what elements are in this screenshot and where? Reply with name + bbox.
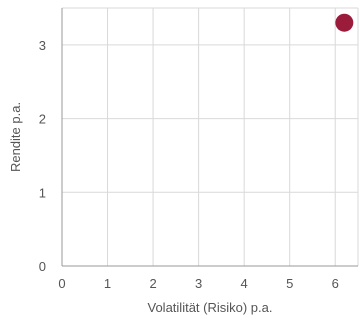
x-tick-label-6: 6	[332, 276, 339, 291]
x-tick-label-0: 0	[58, 276, 65, 291]
x-tick-label-2: 2	[149, 276, 156, 291]
y-tick-label-1: 1	[39, 185, 46, 200]
x-tick-labels: 0 1 2 3 4 5 6	[58, 276, 338, 291]
y-axis-label: Rendite p.a.	[8, 102, 23, 172]
x-tick-label-3: 3	[195, 276, 202, 291]
x-tick-label-5: 5	[286, 276, 293, 291]
y-tick-label-0: 0	[39, 259, 46, 274]
data-point-0-0	[335, 13, 354, 32]
x-tick-label-1: 1	[104, 276, 111, 291]
grid	[62, 7, 359, 266]
axes	[61, 8, 358, 267]
data-points	[335, 13, 354, 32]
y-tick-label-3: 3	[39, 38, 46, 53]
x-tick-label-4: 4	[241, 276, 248, 291]
y-tick-label-2: 2	[39, 112, 46, 127]
x-axis-label: Volatilität (Risiko) p.a.	[148, 300, 273, 315]
y-tick-labels: 0 1 2 3	[39, 38, 46, 274]
